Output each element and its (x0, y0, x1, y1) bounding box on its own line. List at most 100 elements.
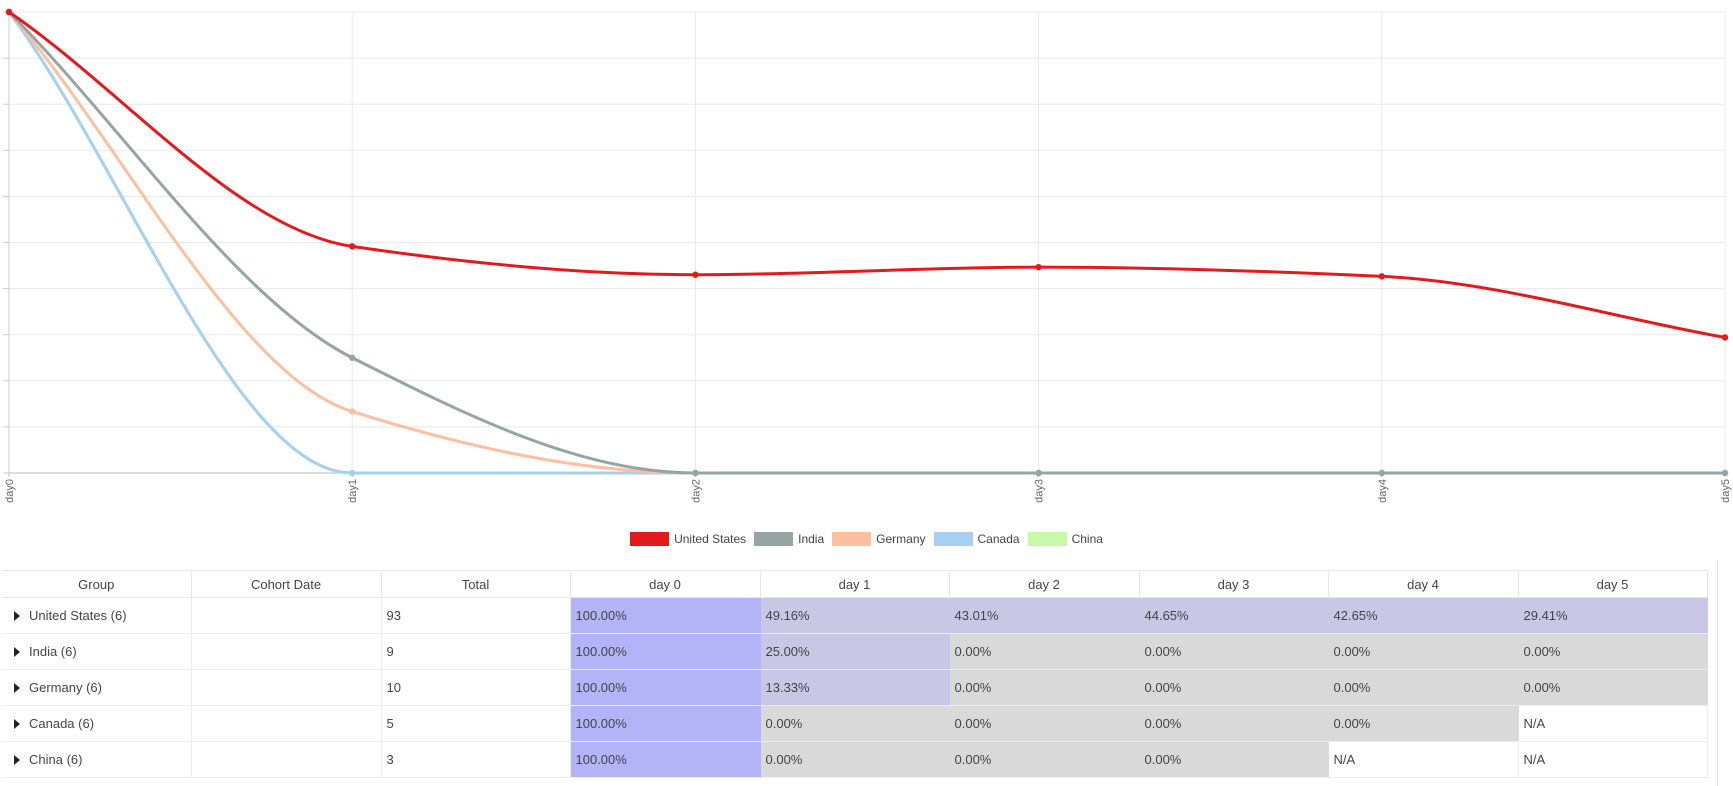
expand-caret-icon[interactable] (14, 647, 20, 657)
retention-cell-day-3: 0.00% (1139, 669, 1329, 706)
retention-cell-day-4: 0.00% (1328, 705, 1519, 742)
table-row[interactable]: Germany (6) 10 100.00% 13.33% 0.00% 0.00% 0.00… (2, 669, 1708, 706)
expand-caret-icon[interactable] (14, 719, 20, 729)
retention-cell-day-3: 0.00% (1139, 741, 1329, 778)
retention-cell-day-1: 49.16% (760, 597, 950, 634)
retention-cell-day-4: 0.00% (1328, 669, 1519, 706)
retention-cell-day-0: 100.00% (570, 597, 761, 634)
retention-cell-day-3: 0.00% (1139, 633, 1329, 670)
cohort-date-cell (191, 597, 382, 634)
column-header-total[interactable]: Total (381, 570, 571, 598)
expand-caret-icon[interactable] (14, 683, 20, 693)
column-header-day-3[interactable]: day 3 (1139, 570, 1329, 598)
table-scrollbar[interactable] (1717, 560, 1718, 786)
group-cell[interactable]: Canada (6) (2, 705, 192, 742)
table-row[interactable]: Canada (6) 5 100.00% 0.00% 0.00% 0.00% 0.00% N/… (2, 705, 1708, 742)
data-point-india (692, 469, 699, 477)
group-cell[interactable]: India (6) (2, 633, 192, 670)
cohort-date-cell (191, 705, 382, 742)
retention-cell-day-1: 13.33% (760, 669, 950, 706)
column-header-group[interactable]: Group (2, 570, 192, 598)
data-point-united-states (349, 243, 356, 250)
x-tick-label: day0 (4, 479, 16, 503)
retention-cell-day-4: N/A (1328, 741, 1519, 778)
group-label: China (6) (29, 752, 83, 767)
x-tick-label: day5 (1720, 479, 1732, 503)
total-cell: 10 (381, 669, 571, 706)
retention-cell-day-5: N/A (1518, 741, 1708, 778)
retention-cell-day-1: 0.00% (760, 705, 950, 742)
retention-cell-day-2: 43.01% (949, 597, 1140, 634)
x-tick-label: day3 (1034, 479, 1046, 503)
data-point-india (1721, 469, 1729, 477)
retention-cell-day-0: 100.00% (570, 633, 761, 670)
group-label: Canada (6) (29, 716, 95, 731)
retention-cell-day-5: 0.00% (1518, 669, 1708, 706)
x-tick-label: day1 (347, 479, 359, 503)
legend-label: United States (674, 532, 747, 546)
data-point-united-states (5, 8, 13, 16)
retention-cell-day-5: 0.00% (1518, 633, 1708, 670)
retention-cell-day-1: 0.00% (760, 741, 950, 778)
retention-line-chart: day0 day1 day2 day3 day4 day5 (3, 8, 1732, 503)
retention-cell-day-2: 0.00% (949, 705, 1140, 742)
retention-cell-day-3: 44.65% (1139, 597, 1329, 634)
legend-swatch (1027, 532, 1067, 546)
group-cell[interactable]: China (6) (2, 741, 192, 778)
legend-label: Canada (977, 532, 1020, 546)
column-header-cohort-date[interactable]: Cohort Date (191, 570, 382, 598)
expand-caret-icon[interactable] (14, 611, 20, 621)
legend-swatch (933, 532, 973, 546)
data-point-germany (349, 408, 356, 415)
group-label: United States (6) (29, 608, 127, 623)
legend-label: Germany (876, 532, 926, 546)
column-header-day-5[interactable]: day 5 (1518, 570, 1708, 598)
data-point-united-states (692, 271, 699, 278)
legend-item-canada[interactable]: Canada (933, 532, 1020, 546)
retention-cell-day-4: 0.00% (1328, 633, 1519, 670)
column-header-day-2[interactable]: day 2 (949, 570, 1140, 598)
retention-cell-day-4: 42.65% (1328, 597, 1519, 634)
column-header-day-4[interactable]: day 4 (1328, 570, 1519, 598)
retention-cell-day-5: N/A (1518, 705, 1708, 742)
x-tick-label: day4 (1377, 479, 1389, 503)
expand-caret-icon[interactable] (14, 755, 20, 765)
legend-item-germany[interactable]: Germany (832, 532, 926, 546)
table-row[interactable]: China (6) 3 100.00% 0.00% 0.00% 0.00% N/A N/A (2, 741, 1708, 778)
data-point-canada (349, 469, 356, 477)
cohort-date-cell (191, 633, 382, 670)
group-label: Germany (6) (29, 680, 102, 695)
retention-chart: day0 day1 day2 day3 day4 day5 (3, 8, 1732, 503)
data-point-united-states (1378, 273, 1386, 280)
retention-cell-day-5: 29.41% (1518, 597, 1708, 634)
series-line-united-states (7, 10, 1727, 339)
table-header-row: Group Cohort Date Total day 0 day 1 day … (2, 570, 1708, 598)
total-cell: 93 (381, 597, 571, 634)
group-cell[interactable]: United States (6) (2, 597, 192, 634)
retention-cell-day-2: 0.00% (949, 669, 1140, 706)
legend-item-india[interactable]: India (754, 532, 824, 546)
legend-label: India (798, 532, 825, 546)
total-cell: 3 (381, 741, 571, 778)
retention-cell-day-0: 100.00% (570, 705, 761, 742)
series-line-india (7, 10, 1727, 475)
retention-cell-day-2: 0.00% (949, 741, 1140, 778)
group-cell[interactable]: Germany (6) (2, 669, 192, 706)
legend-label: China (1071, 532, 1103, 546)
retention-cell-day-2: 0.00% (949, 633, 1140, 670)
data-point-india (349, 354, 356, 361)
total-cell: 5 (381, 705, 571, 742)
legend-item-china[interactable]: China (1027, 532, 1103, 546)
cohort-table: Group Cohort Date Total day 0 day 1 day … (2, 570, 1708, 778)
retention-cell-day-3: 0.00% (1139, 705, 1329, 742)
group-label: India (6) (29, 644, 77, 659)
table-row[interactable]: India (6) 9 100.00% 25.00% 0.00% 0.00% 0.00% 0.… (2, 633, 1708, 670)
column-header-day-1[interactable]: day 1 (760, 570, 950, 598)
legend-item-united-states[interactable]: United States (630, 532, 746, 546)
table-row[interactable]: United States (6) 93 100.00% 49.16% 43.01% 44… (2, 597, 1708, 634)
retention-cell-day-0: 100.00% (570, 669, 761, 706)
legend-swatch (832, 532, 872, 546)
column-header-day-0[interactable]: day 0 (570, 570, 761, 598)
data-point-india (1035, 469, 1042, 477)
legend-swatch (630, 532, 670, 546)
